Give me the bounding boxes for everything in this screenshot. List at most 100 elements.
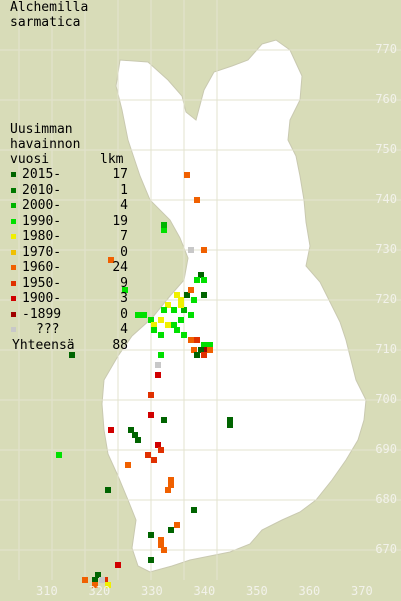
- observation-square: [194, 197, 200, 203]
- legend-label: ???: [36, 322, 60, 337]
- observation-square: [201, 352, 207, 358]
- legend-swatch: [11, 327, 16, 332]
- x-tick-label: 370: [351, 584, 373, 598]
- observation-square: [69, 352, 75, 358]
- finland-outline: [101, 39, 367, 573]
- legend-count: 4: [120, 198, 128, 213]
- legend-swatch: [11, 234, 16, 239]
- y-tick-label: 690: [375, 442, 397, 456]
- legend-row: 1970- 0: [8, 245, 138, 261]
- y-tick-label: 760: [375, 92, 397, 106]
- legend-row: 1900- 3: [8, 291, 138, 307]
- observation-square: [161, 227, 167, 233]
- x-tick-label: 350: [246, 584, 268, 598]
- observation-layer: [56, 172, 233, 588]
- legend-swatch: [11, 249, 16, 255]
- observation-square: [128, 427, 134, 433]
- observation-square: [158, 542, 164, 548]
- legend-label: 2015-: [22, 167, 62, 182]
- legend-count: 0: [120, 244, 128, 260]
- observation-square: [191, 347, 197, 353]
- observation-square: [165, 487, 171, 493]
- species-name: Alchemilla sarmatica: [10, 0, 88, 30]
- legend-label: 1960-: [22, 260, 62, 275]
- observation-square: [145, 452, 151, 458]
- y-tick-label: 730: [375, 242, 397, 256]
- observation-square: [201, 342, 207, 348]
- observation-square: [165, 322, 171, 328]
- observation-square: [132, 432, 138, 438]
- observation-square: [141, 312, 147, 318]
- observation-square: [188, 287, 194, 293]
- legend-label: 2000-: [22, 198, 62, 213]
- observation-square: [135, 437, 141, 443]
- legend-count: 9: [120, 275, 128, 291]
- observation-square: [148, 532, 154, 538]
- y-tick-label: 700: [375, 392, 397, 406]
- legend-label: -1899: [22, 306, 62, 322]
- observation-square: [227, 422, 233, 428]
- observation-square: [227, 417, 233, 423]
- observation-square: [161, 417, 167, 423]
- legend: Uusimman havainnon vuosi lkm 2015- 17 2010…: [8, 122, 138, 354]
- legend-count: 1: [120, 182, 128, 198]
- observation-square: [168, 482, 174, 488]
- x-tick-label: 320: [88, 584, 111, 598]
- legend-count: 24: [112, 260, 128, 275]
- observation-square: [92, 577, 98, 583]
- legend-label: 1900-: [22, 291, 62, 306]
- x-tick-label: 310: [36, 584, 58, 598]
- observation-square: [135, 312, 141, 318]
- observation-square: [148, 392, 154, 398]
- legend-row: 2015- 17: [8, 167, 138, 183]
- observation-square: [151, 322, 157, 328]
- observation-square: [105, 582, 111, 588]
- observation-square: [82, 577, 88, 583]
- observation-square: [201, 247, 207, 253]
- legend-count: 17: [112, 167, 128, 182]
- observation-square: [158, 332, 164, 338]
- x-tick-label: 340: [193, 584, 216, 598]
- legend-heading: Uusimman havainnon vuosi lkm: [8, 122, 138, 167]
- observation-square: [148, 317, 154, 323]
- legend-label: 1970-: [22, 244, 62, 260]
- legend-count: 4: [120, 322, 128, 337]
- observation-square: [207, 342, 213, 348]
- observation-square: [181, 307, 187, 313]
- observation-square: [92, 582, 98, 588]
- legend-total-label: Yhteensä: [12, 337, 75, 353]
- legend-row: 1950- 9: [8, 276, 138, 292]
- legend-rows: 2015- 17 2010- 1 2000- 4 1990- 19 1980- 7 1970- 0 19…: [8, 167, 138, 338]
- observation-square: [161, 547, 167, 553]
- species-genus: Alchemilla: [10, 0, 89, 15]
- legend-count: 3: [120, 291, 128, 306]
- legend-swatch: [11, 265, 16, 270]
- observation-square: [99, 577, 105, 583]
- legend-swatch: [11, 280, 16, 286]
- observation-square: [194, 277, 200, 283]
- observation-square: [184, 292, 190, 298]
- legend-count: 19: [112, 213, 128, 229]
- observation-square: [161, 222, 167, 228]
- observation-square: [108, 427, 114, 433]
- legend-label: 2010-: [22, 182, 62, 198]
- species-epithet: sarmatica: [10, 15, 81, 30]
- legend-row: -1899 0: [8, 307, 138, 323]
- observation-square: [158, 537, 164, 543]
- legend-swatch: [11, 296, 16, 301]
- x-tick-label: 360: [298, 584, 321, 598]
- legend-row: 2000- 4: [8, 198, 138, 214]
- observation-square: [158, 317, 164, 323]
- observation-square: [201, 277, 207, 283]
- legend-heading-line-3: vuosi: [10, 152, 50, 167]
- observation-square: [181, 332, 187, 338]
- observation-square: [201, 292, 207, 298]
- legend-total-row: Yhteensä 88: [8, 338, 138, 354]
- observation-square: [105, 487, 111, 493]
- observation-square: [155, 372, 161, 378]
- observation-square: [151, 457, 157, 463]
- observation-square: [171, 307, 177, 313]
- observation-square: [194, 352, 200, 358]
- y-tick-label: 770: [375, 42, 397, 56]
